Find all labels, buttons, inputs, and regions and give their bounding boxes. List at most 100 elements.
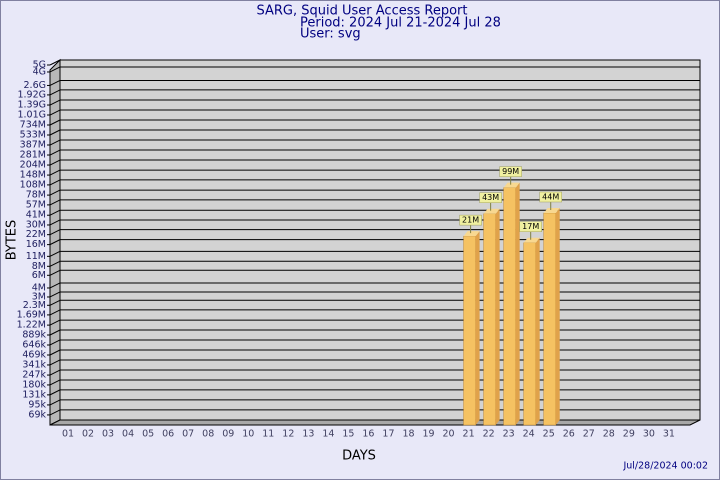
x-tick-label: 16 (362, 429, 374, 440)
y-tick-label: 247k (22, 370, 46, 381)
y-tick-label: 6M (32, 270, 46, 281)
x-tick-label: 22 (483, 429, 495, 440)
y-axis-label: BYTES (5, 220, 20, 261)
chart-title: SARG, Squid User Access Report (257, 4, 468, 19)
x-tick-label: 13 (302, 429, 314, 440)
grid-side (49, 109, 61, 116)
y-tick-label: 204M (20, 160, 46, 171)
x-tick-label: 19 (422, 429, 434, 440)
y-tick-label: 1.01G (17, 110, 46, 121)
y-tick-label: 148M (20, 170, 46, 181)
bar-side (555, 207, 560, 425)
grid-side (49, 399, 61, 406)
grid-side (49, 229, 61, 236)
y-tick-label: 3M (32, 291, 46, 302)
x-tick-label: 04 (122, 429, 134, 440)
y-tick-label: 2.3M (23, 300, 46, 311)
x-tick-label: 17 (382, 429, 394, 440)
grid-side (49, 219, 61, 226)
grid-side (49, 299, 61, 306)
x-tick-label: 15 (342, 429, 354, 440)
y-tick-label: 4M (32, 282, 46, 293)
bar (463, 235, 476, 426)
grid-side (49, 189, 61, 196)
footer-date: Jul/28/2024 00:02 (622, 461, 708, 472)
x-tick-label: 06 (162, 429, 174, 440)
value-label: 43M (482, 193, 499, 202)
x-tick-label: 10 (242, 429, 254, 440)
grid-side (49, 149, 61, 156)
y-tick-label: 387M (20, 140, 46, 151)
grid-side (49, 199, 61, 206)
grid-side (49, 169, 61, 176)
x-tick-label: 24 (523, 429, 535, 440)
x-tick-label: 02 (82, 429, 94, 440)
label-box (499, 166, 522, 177)
bar-top (523, 237, 540, 243)
x-tick-label: 27 (583, 429, 595, 440)
y-tick-label: 1.69M (17, 309, 46, 320)
y-tick-label: 1.39G (17, 100, 46, 111)
label-box (479, 192, 502, 203)
x-tick-label: 14 (322, 429, 334, 440)
x-tick-label: 20 (443, 429, 455, 440)
x-tick-label: 12 (282, 429, 294, 440)
y-tick-label: 646k (22, 339, 46, 350)
grid-side (49, 179, 61, 186)
bar-top (463, 231, 480, 237)
x-tick-label: 18 (402, 429, 414, 440)
bar-side (515, 182, 520, 425)
grid-side (49, 349, 61, 356)
y-tick-label: 5G (33, 60, 46, 71)
y-tick-label: 78M (26, 190, 46, 201)
y-tick-label: 41M (26, 210, 46, 221)
grid-side (49, 139, 61, 146)
value-label: 21M (462, 216, 479, 225)
x-tick-label: 07 (182, 429, 194, 440)
x-tick-label: 23 (503, 429, 515, 440)
x-tick-label: 01 (62, 429, 74, 440)
value-label: 99M (502, 167, 519, 176)
grid-side (49, 309, 61, 316)
y-tick-label: 341k (22, 359, 46, 370)
grid-side (49, 209, 61, 216)
grid-side (49, 409, 61, 416)
grid-side (49, 369, 61, 376)
y-tick-label: 1.92G (17, 89, 46, 100)
label-box (459, 214, 482, 226)
y-tick-label: 11M (26, 251, 46, 262)
y-tick-label: 95k (28, 399, 46, 410)
grid-side (49, 66, 61, 73)
x-tick-label: 09 (222, 429, 234, 440)
user-label: User: svg (300, 27, 361, 42)
chart-subtitle: Period: 2024 Jul 21-2024 Jul 28 (300, 16, 501, 31)
y-tick-label: 108M (20, 179, 46, 190)
grid-side (49, 329, 61, 336)
grid-side (49, 379, 61, 386)
grid-side (49, 291, 61, 298)
bar (503, 187, 516, 426)
x-tick-label: 30 (643, 429, 655, 440)
y-tick-label: 533M (20, 130, 46, 141)
y-tick-label: 30M (26, 219, 46, 230)
bar-top (543, 207, 560, 213)
y-tick-label: 22M (26, 229, 46, 240)
y-tick-label: 734M (20, 119, 46, 130)
grid-side (49, 319, 61, 326)
y-tick-label: 180k (22, 379, 46, 390)
x-tick-label: 03 (102, 429, 114, 440)
y-tick-label: 57M (26, 199, 46, 210)
grid-side (49, 119, 61, 126)
y-tick-label: 131k (22, 389, 46, 400)
y-tick-label: 469k (22, 350, 46, 361)
y-tick-label: 2.6G (24, 80, 46, 91)
x-tick-label: 26 (563, 429, 575, 440)
grid-side (49, 159, 61, 166)
bar (543, 212, 556, 426)
x-tick-label: 29 (623, 429, 635, 440)
y-tick-label: 281M (20, 150, 46, 161)
x-tick-label: 21 (463, 429, 475, 440)
x-axis-label: DAYS (342, 449, 376, 464)
y-tick-label: 1.22M (17, 320, 46, 331)
